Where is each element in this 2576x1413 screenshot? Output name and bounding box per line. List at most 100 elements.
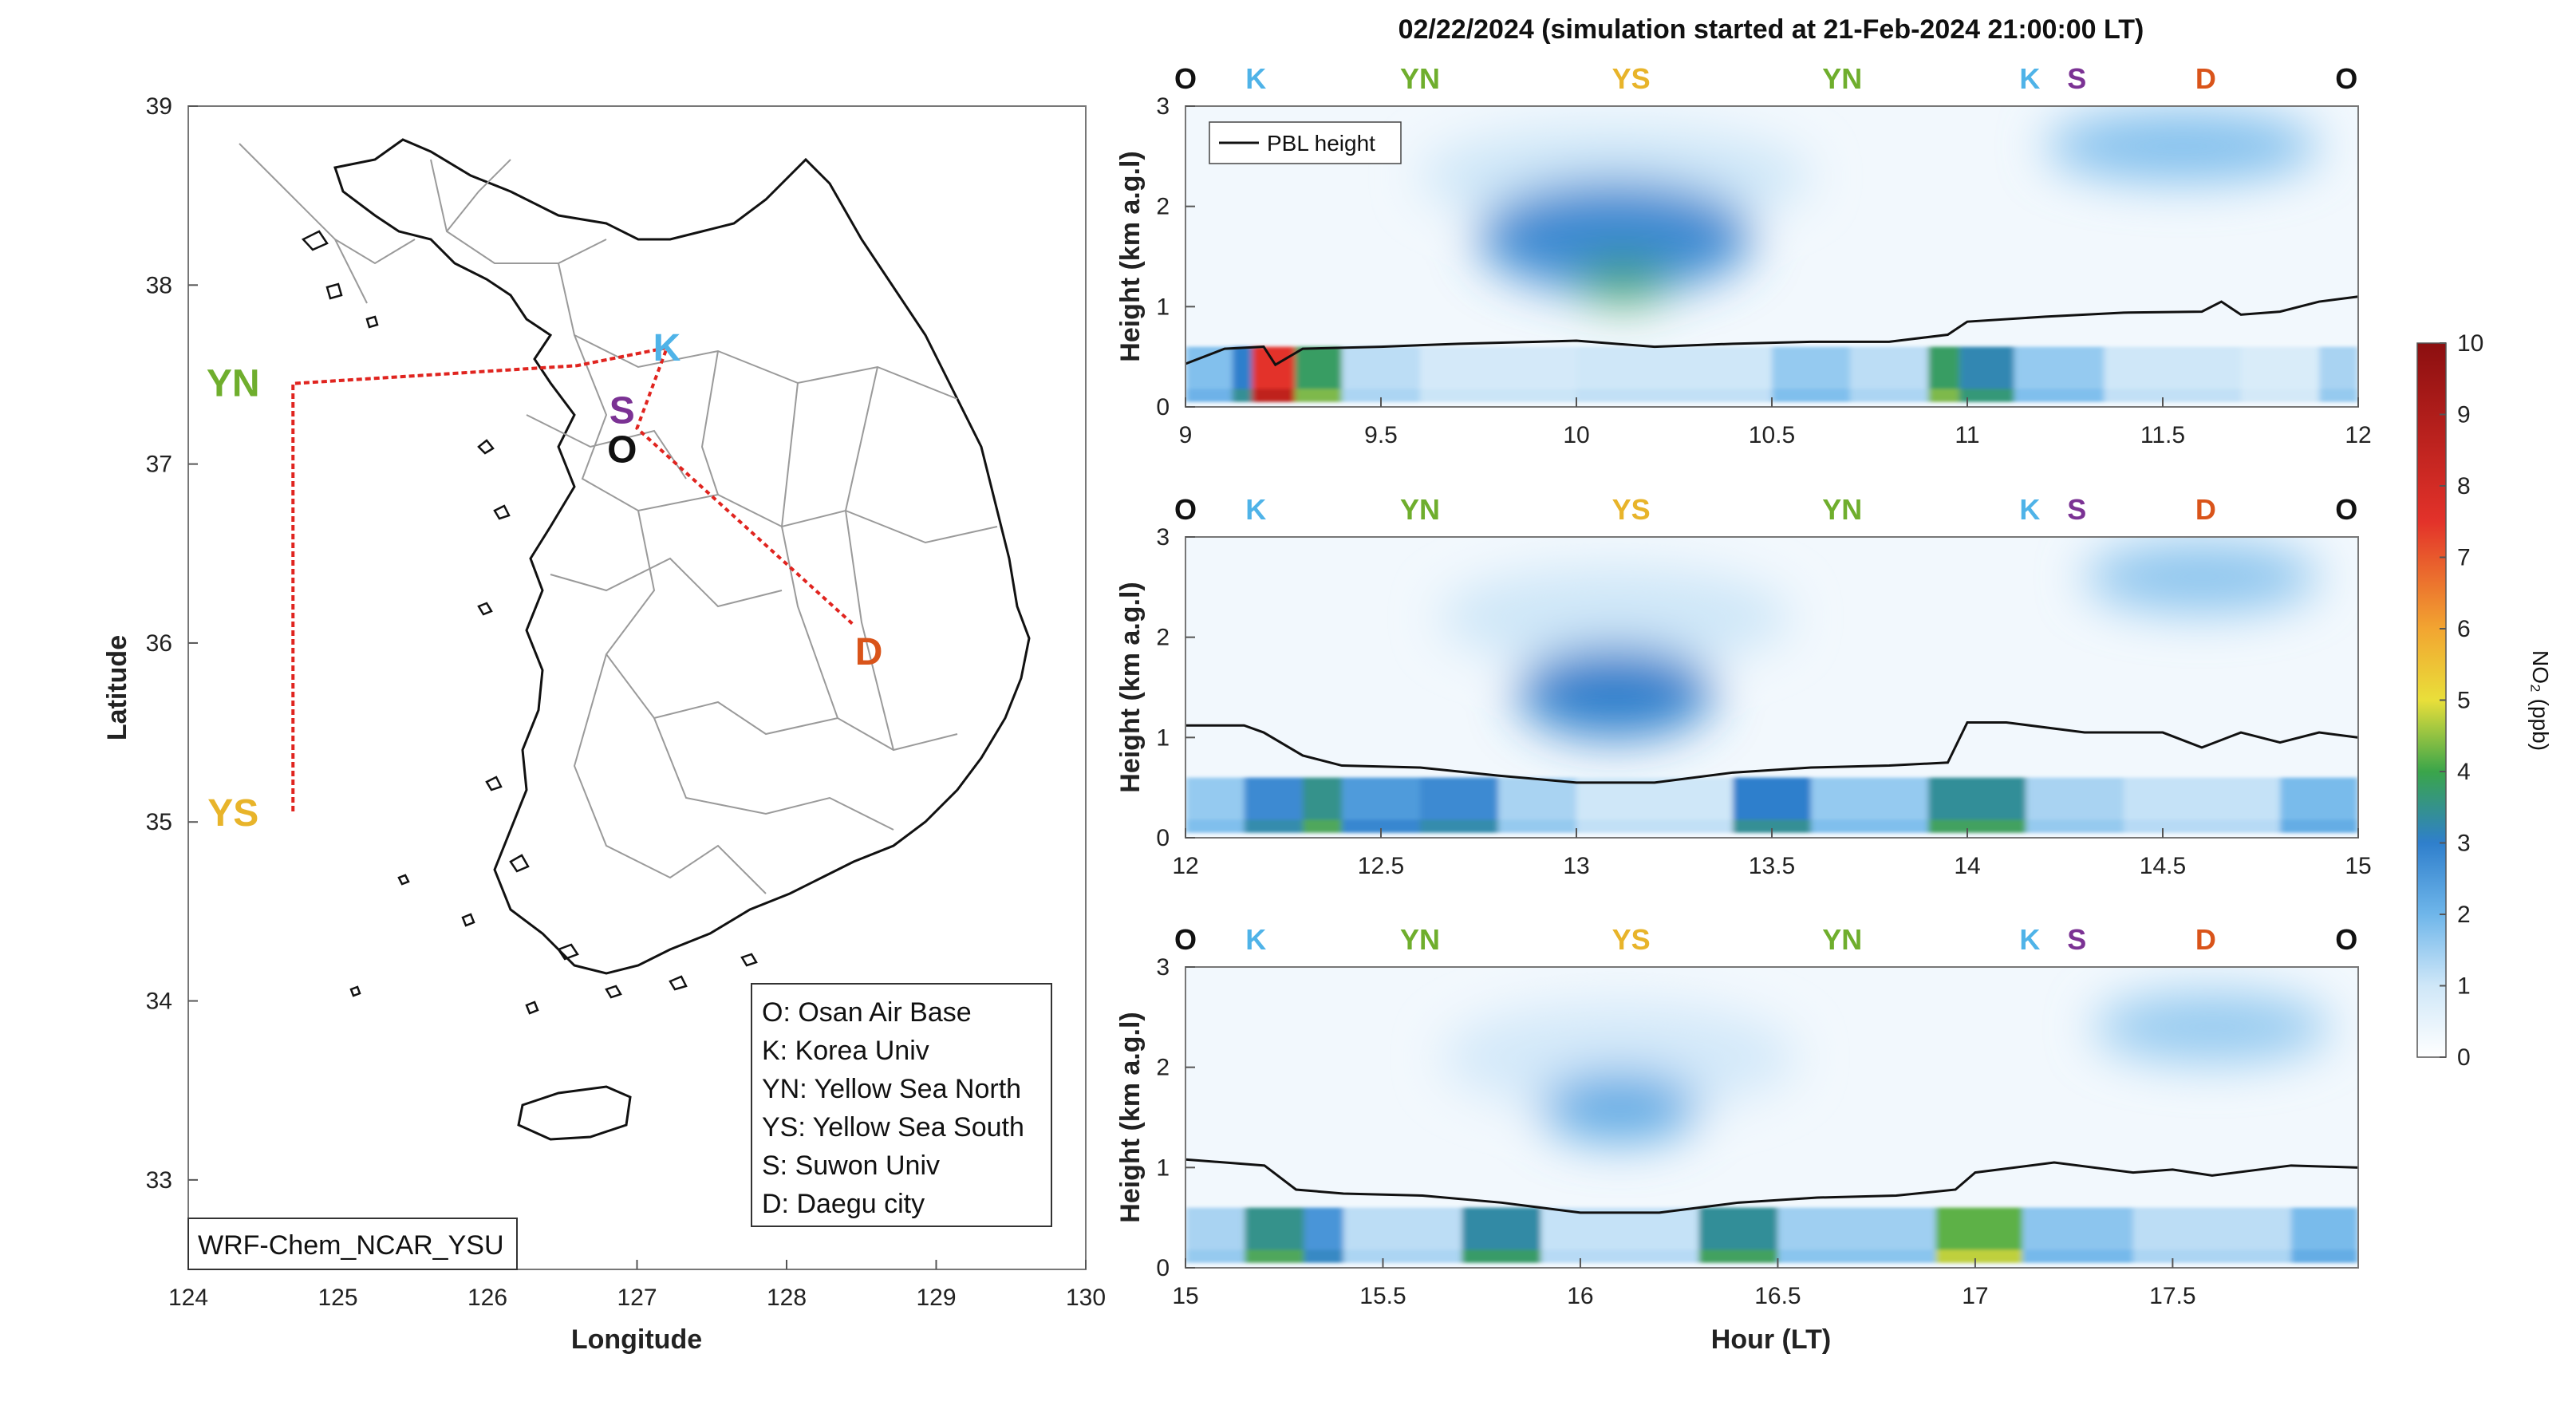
plume-blob [2045, 111, 2319, 182]
site-layer: KSO YN YS D [207, 327, 883, 835]
site-marker-YN: YN [1400, 62, 1440, 95]
ytick-label: 2 [1156, 194, 1170, 220]
pbl-legend-label: PBL height [1267, 131, 1375, 156]
colorbar-label: NO₂ (ppb) [2528, 650, 2553, 751]
surface-cell-low [1935, 1249, 2023, 1263]
xtick-label: 9.5 [1364, 422, 1398, 448]
map-site-K: K [653, 327, 681, 369]
site-marker-D: D [2195, 62, 2216, 95]
panel-ylabel: Height (km a.g.l) [1115, 582, 1146, 792]
xtick-label: 11 [1955, 422, 1979, 448]
no2-field [1185, 106, 2358, 407]
surface-cell-low [1462, 1249, 1541, 1263]
surface-layer [1185, 777, 2358, 833]
map-xtick-label: 125 [318, 1285, 357, 1311]
plume-blob [1540, 1072, 1699, 1143]
elevated-plumes [1439, 542, 2319, 738]
xtick-label: 16.5 [1754, 1283, 1801, 1309]
legend-entry-YN: YN: Yellow Sea North [762, 1074, 1021, 1104]
plume-blob [1442, 1001, 1798, 1113]
map-xtick-label: 124 [168, 1285, 208, 1311]
surface-cell-low [1772, 389, 1850, 402]
site-marker-YN: YN [1822, 62, 1862, 95]
surface-cell-low [1733, 819, 1811, 833]
ytick-label: 3 [1156, 954, 1170, 981]
pbl-height-line [1185, 720, 2359, 784]
site-marker-K: K [2019, 493, 2040, 526]
surface-cell-low [1928, 389, 1960, 402]
surface-cell-low [2132, 1249, 2291, 1263]
xtick-label: 15 [2345, 853, 2371, 879]
surface-cell-low [1342, 389, 1420, 402]
panel-ylabel: Height (km a.g.l) [1115, 1012, 1146, 1222]
surface-cell-low [1420, 389, 1576, 402]
site-marker-YS: YS [1612, 493, 1651, 526]
surface-cell-low [1185, 1249, 1245, 1263]
map-ytick-label: 38 [146, 272, 172, 298]
xtick-label: 12.5 [1358, 853, 1404, 879]
map-ytick-label: 35 [146, 809, 172, 835]
route-layer [291, 345, 855, 814]
legend-entry-K: K: Korea Univ [762, 1036, 929, 1066]
map-xtick-label: 127 [617, 1285, 657, 1311]
surface-cell-low [1342, 819, 1420, 833]
colorbar-tick-label: 8 [2457, 473, 2471, 499]
xtick-label: 16 [1567, 1283, 1593, 1309]
plume-blob [1439, 566, 1792, 668]
colorbar-tick-label: 4 [2457, 759, 2471, 785]
no2-field [1185, 967, 2358, 1268]
xtick-label: 10 [1563, 422, 1589, 448]
xtick-label: 17 [1962, 1283, 1988, 1309]
site-marker-O: O [1174, 923, 1197, 956]
plume-blob [2085, 542, 2319, 613]
elevated-plumes [1420, 111, 2319, 302]
model-label: WRF-Chem_NCAR_YSU [198, 1230, 504, 1261]
surface-layer [1185, 1207, 2358, 1263]
legend-entry-YS: YS: Yellow Sea South [762, 1112, 1024, 1143]
site-marker-YN: YN [1822, 493, 1862, 526]
chart-title: 02/22/2024 (simulation started at 21-Feb… [1398, 14, 2144, 45]
xtick-label: 12 [1172, 853, 1198, 879]
map-ytick-label: 36 [146, 630, 172, 657]
map-ytick-label: 39 [146, 93, 172, 120]
ytick-label: 0 [1156, 394, 1170, 420]
ytick-label: 1 [1156, 294, 1170, 320]
surface-cell-low [1343, 1249, 1462, 1263]
map-xtick-label: 126 [467, 1285, 507, 1311]
xtick-label: 9 [1179, 422, 1193, 448]
plume-blob [1517, 647, 1714, 738]
colorbar-ticks: 0 1 2 3 4 5 6 7 8 9 10 [2440, 330, 2483, 1071]
colorbar-tick-label: 3 [2457, 831, 2471, 857]
map-xtick-label: 129 [916, 1285, 956, 1311]
site-marker-YN: YN [1400, 923, 1440, 956]
surface-cell-low [1540, 1249, 1699, 1263]
surface-cell-low [2319, 389, 2358, 402]
xtick-label: 10.5 [1749, 422, 1795, 448]
map-ytick-label: 34 [146, 989, 172, 1015]
surface-cell-low [1498, 819, 1576, 833]
legend-entry-O: O: Osan Air Base [762, 997, 972, 1028]
map-site-S: S [609, 389, 635, 432]
surface-cell-low [1295, 389, 1342, 402]
surface-cell-low [1185, 389, 1233, 402]
surface-cell-low [1245, 1249, 1304, 1263]
legend-entry-D: D: Daegu city [762, 1189, 925, 1219]
map-islands [301, 230, 758, 1015]
map-ytick-label: 37 [146, 452, 172, 478]
surface-cell-low [1576, 389, 1772, 402]
xtick-label: 14 [1954, 853, 1980, 879]
site-marker-O: O [2335, 62, 2357, 95]
site-marker-YN: YN [1822, 923, 1862, 956]
site-marker-YS: YS [1612, 923, 1651, 956]
site-marker-K: K [1245, 62, 1266, 95]
surface-cell-low [1185, 819, 1245, 833]
pbl-height-line [1185, 1158, 2359, 1214]
x-axis-label: Hour (LT) [1711, 1324, 1831, 1355]
ytick-label: 2 [1156, 625, 1170, 651]
surface-cell-low [2022, 1249, 2133, 1263]
xtick-label: 11.5 [2140, 422, 2185, 448]
site-marker-K: K [1245, 923, 1266, 956]
surface-cell-low [2104, 389, 2241, 402]
heatmap-panel-3: 15 15.5 16 16.5 17 17.5 0 1 2 3 Height (km a.g.l) O… [1115, 923, 2359, 1309]
